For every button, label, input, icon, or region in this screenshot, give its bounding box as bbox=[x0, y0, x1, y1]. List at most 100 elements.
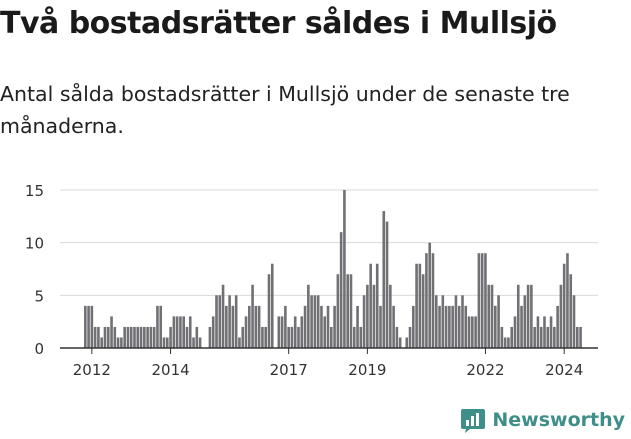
bar bbox=[307, 284, 310, 348]
bar bbox=[553, 326, 556, 348]
bar bbox=[284, 305, 287, 348]
bar bbox=[569, 274, 573, 348]
bar bbox=[87, 305, 90, 348]
bar bbox=[487, 284, 491, 348]
data-labels: 2 bbox=[581, 170, 591, 174]
bar bbox=[120, 337, 123, 348]
bar bbox=[549, 316, 553, 348]
bar bbox=[418, 263, 422, 348]
bar bbox=[333, 305, 336, 348]
bar bbox=[461, 295, 464, 348]
bar bbox=[188, 316, 192, 348]
x-tick-label: 2012 bbox=[73, 361, 111, 379]
bar bbox=[362, 295, 366, 348]
bar bbox=[448, 305, 451, 348]
bar bbox=[166, 337, 169, 348]
bar bbox=[133, 326, 136, 348]
bar bbox=[352, 326, 356, 348]
bar bbox=[110, 316, 113, 348]
bar bbox=[149, 326, 153, 348]
bar bbox=[146, 326, 149, 348]
bar bbox=[444, 305, 448, 348]
bar bbox=[103, 326, 107, 348]
bar bbox=[375, 263, 379, 348]
bar bbox=[431, 253, 435, 348]
bar bbox=[192, 337, 195, 348]
bar bbox=[533, 326, 536, 348]
bar bbox=[477, 253, 481, 348]
bar bbox=[579, 326, 582, 348]
bar bbox=[313, 295, 317, 348]
bar bbox=[221, 284, 225, 348]
bar bbox=[559, 284, 563, 348]
bar bbox=[106, 326, 110, 348]
x-tick-label: 2019 bbox=[348, 361, 386, 379]
y-tick-label: 15 bbox=[25, 182, 44, 200]
newsworthy-logo: Newsworthy bbox=[460, 407, 625, 433]
bar bbox=[280, 316, 284, 348]
bar bbox=[372, 284, 376, 348]
bar bbox=[225, 305, 228, 348]
bar bbox=[211, 316, 215, 348]
bar bbox=[516, 284, 520, 348]
bar bbox=[116, 337, 120, 348]
x-tick-label: 2017 bbox=[270, 361, 308, 379]
bar bbox=[421, 274, 425, 348]
bar bbox=[261, 326, 264, 348]
bar bbox=[254, 305, 258, 348]
bar bbox=[198, 337, 202, 348]
bar bbox=[185, 326, 189, 348]
bar bbox=[497, 295, 500, 348]
bar bbox=[385, 221, 389, 348]
bar bbox=[300, 316, 304, 348]
bar bbox=[231, 305, 235, 348]
bar bbox=[451, 305, 454, 348]
bar bbox=[143, 326, 146, 348]
bar bbox=[228, 295, 231, 348]
bar bbox=[136, 326, 140, 348]
bar bbox=[346, 274, 349, 348]
bar bbox=[526, 284, 530, 348]
bar bbox=[392, 305, 395, 348]
bar bbox=[546, 326, 550, 348]
highlight-value-label: 2 bbox=[581, 170, 591, 174]
bar bbox=[264, 326, 267, 348]
bar bbox=[484, 253, 487, 348]
bar bbox=[179, 316, 182, 348]
bar bbox=[536, 316, 540, 348]
brand-name: Newsworthy bbox=[492, 409, 625, 431]
bar bbox=[366, 284, 369, 348]
chart-bars bbox=[84, 190, 582, 348]
bar bbox=[162, 337, 166, 348]
bar bbox=[500, 326, 504, 348]
bar bbox=[454, 295, 458, 348]
chart-subtitle: Antal sålda bostadsrätter i Mullsjö unde… bbox=[0, 82, 570, 138]
bar bbox=[234, 295, 238, 348]
bar bbox=[316, 295, 320, 348]
bar bbox=[248, 305, 251, 348]
bar bbox=[156, 305, 159, 348]
bar bbox=[175, 316, 179, 348]
bar bbox=[215, 295, 218, 348]
bar bbox=[251, 284, 254, 348]
bar bbox=[195, 326, 199, 348]
bar bbox=[257, 305, 261, 348]
bar bbox=[566, 253, 569, 348]
bar bbox=[471, 316, 474, 348]
y-tick-label: 10 bbox=[25, 235, 44, 253]
bar bbox=[438, 305, 441, 348]
bar bbox=[425, 253, 428, 348]
bar bbox=[503, 337, 507, 348]
bar bbox=[395, 326, 399, 348]
bar bbox=[139, 326, 143, 348]
bar bbox=[513, 316, 517, 348]
bar bbox=[474, 316, 477, 348]
bar bbox=[494, 305, 497, 348]
x-tick-label: 2022 bbox=[466, 361, 504, 379]
bar bbox=[389, 284, 392, 348]
bar bbox=[543, 316, 546, 348]
bar bbox=[336, 274, 340, 348]
bar bbox=[84, 305, 87, 348]
x-tick-label: 2014 bbox=[151, 361, 189, 379]
bar bbox=[415, 263, 418, 348]
